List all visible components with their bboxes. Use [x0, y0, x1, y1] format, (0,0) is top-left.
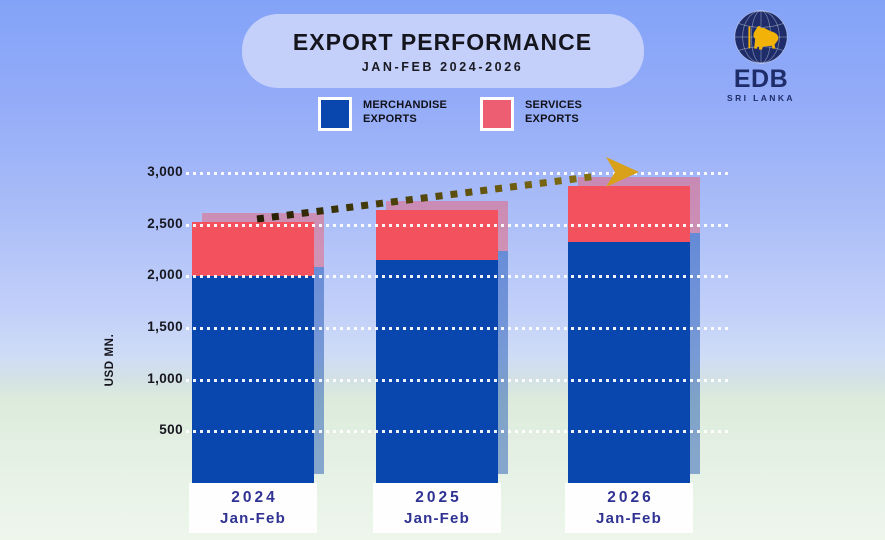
x-label-period: Jan-Feb [220, 510, 286, 527]
x-label-2025: 2025 Jan-Feb [373, 483, 501, 533]
legend-item-services: SERVICES EXPORTS [480, 97, 582, 131]
y-tick-label: 500 [159, 422, 183, 438]
y-tick-label: 2,000 [147, 267, 183, 283]
gridline-3000 [186, 172, 732, 175]
services-segment-2026 [568, 185, 690, 243]
merchandise-swatch [318, 97, 352, 131]
x-label-year: 2025 [415, 489, 462, 506]
services-swatch [480, 97, 514, 131]
x-label-2026: 2026 Jan-Feb [565, 483, 693, 533]
edb-logo: EDB SRI LANKA [722, 8, 800, 103]
gridline-1500 [186, 327, 732, 330]
logo-org-text: EDB [733, 65, 789, 93]
gridline-2500 [186, 223, 732, 227]
y-tick-label: 1,000 [147, 370, 183, 386]
gridline-1000 [186, 378, 732, 382]
merchandise-legend-label: MERCHANDISE EXPORTS [363, 99, 448, 125]
gridline-2000 [186, 275, 732, 279]
merchandise-segment-2026 [568, 242, 690, 483]
legend-item-merchandise: MERCHANDISE EXPORTS [318, 97, 447, 131]
bar-2024 [192, 222, 314, 483]
logo-country-text: SRI LANKA [727, 93, 795, 103]
x-label-year: 2024 [231, 489, 278, 506]
x-label-period: Jan-Feb [596, 510, 662, 527]
edb-globe-lion-icon [734, 10, 788, 64]
chart-subtitle: JAN-FEB 2024-2026 [361, 60, 524, 74]
services-segment-2024 [192, 222, 314, 277]
chart-title: EXPORT PERFORMANCE [292, 29, 593, 55]
y-tick-label: 2,500 [147, 215, 183, 231]
x-label-year: 2026 [607, 489, 654, 506]
title-card: EXPORT PERFORMANCE JAN-FEB 2024-2026 [241, 14, 644, 88]
y-tick-label: 3,000 [147, 164, 183, 179]
x-label-period: Jan-Feb [404, 510, 470, 527]
y-tick-label: 1,500 [147, 319, 183, 334]
merchandise-segment-2025 [376, 259, 498, 483]
lion-emblem [748, 26, 779, 50]
gridline-500 [186, 430, 732, 434]
services-legend-label: SERVICES EXPORTS [525, 99, 583, 125]
bar-2025 [376, 209, 498, 483]
bar-2026 [568, 185, 690, 483]
x-label-2024: 2024 Jan-Feb [189, 483, 317, 533]
services-segment-2025 [376, 209, 498, 260]
